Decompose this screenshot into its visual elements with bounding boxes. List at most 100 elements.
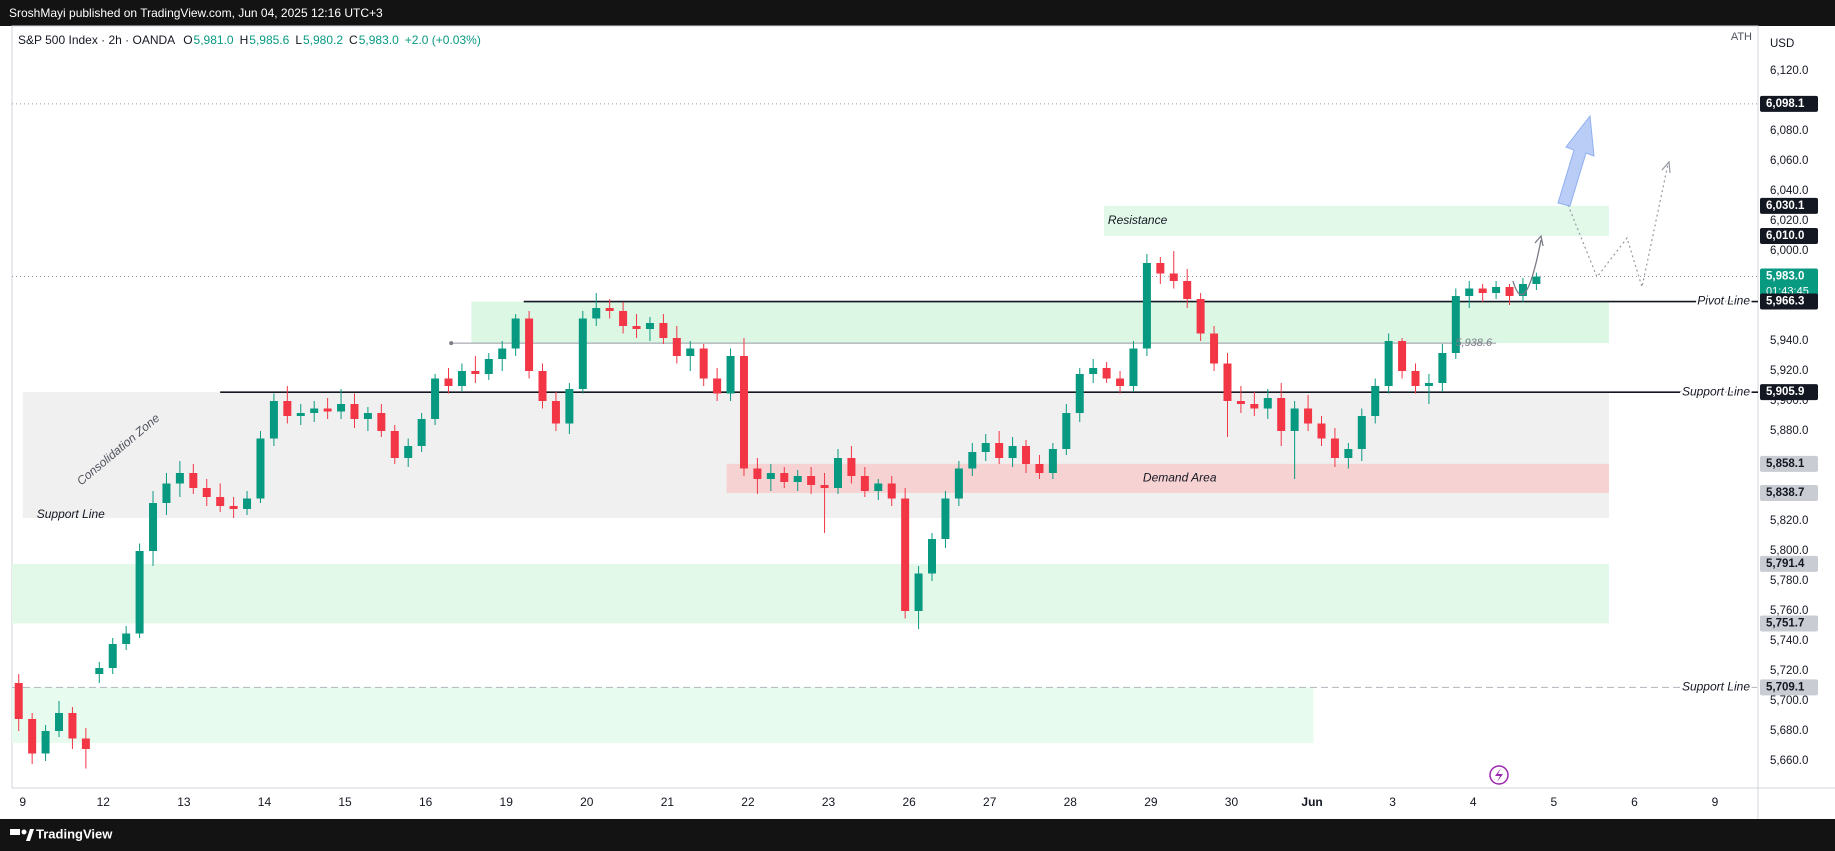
price-mark-label: 6,098.1 <box>1766 98 1805 110</box>
candle-body <box>901 498 910 611</box>
candle-body <box>1035 464 1044 473</box>
candle-body <box>699 348 708 379</box>
candle-body <box>431 378 440 419</box>
price-mark-label: 6,030.1 <box>1766 200 1805 212</box>
candle-body <box>457 371 466 386</box>
zone-note: Support Line <box>37 507 105 521</box>
candle-body <box>1048 449 1057 473</box>
projection-arrow <box>1512 239 1542 296</box>
candle-body <box>511 318 520 349</box>
ohlc-value: 5,983.0 <box>359 33 399 47</box>
price-mark <box>1760 484 1818 501</box>
candle-body <box>337 404 346 412</box>
zone <box>726 463 1609 493</box>
symbol: S&P 500 Index · 2h · OANDA <box>18 33 175 47</box>
price-mark <box>1760 197 1818 214</box>
x-tick-label: Jun <box>1301 795 1322 809</box>
candle-body <box>1384 341 1393 386</box>
y-tick-label: 6,060.0 <box>1770 155 1808 167</box>
price-mark <box>1760 95 1818 112</box>
zone <box>471 301 1609 344</box>
alert-bolt <box>1495 768 1503 782</box>
currency: USD <box>1770 38 1794 50</box>
x-tick-label: 5 <box>1550 795 1557 809</box>
candle-body <box>363 413 372 419</box>
candle-body <box>1129 348 1138 386</box>
zone <box>12 563 1609 624</box>
line-label: Pivot Line <box>1697 294 1750 308</box>
y-tick-label: 6,020.0 <box>1770 215 1808 227</box>
x-tick-label: 9 <box>1712 795 1719 809</box>
x-tick-label: 29 <box>1144 795 1158 809</box>
candle-body <box>1008 446 1017 458</box>
x-tick-label: 4 <box>1470 795 1477 809</box>
candle-body <box>1142 263 1151 349</box>
price-mark-label: 5,709.1 <box>1766 681 1805 693</box>
x-tick-label: 22 <box>741 795 755 809</box>
candle-body <box>175 473 184 484</box>
candle-body <box>565 389 574 424</box>
candle-body <box>954 468 963 499</box>
candle-body <box>645 323 654 329</box>
y-tick-label: 5,660.0 <box>1770 755 1808 767</box>
candle-body <box>672 338 681 356</box>
x-tick-label: 6 <box>1631 795 1638 809</box>
candle-body <box>726 356 735 394</box>
line-label: 5,938.6 <box>1455 337 1493 349</box>
candle-body <box>1236 401 1245 404</box>
candle-body <box>874 483 883 491</box>
y-tick-label: 5,800.0 <box>1770 545 1808 557</box>
x-tick-label: 28 <box>1064 795 1078 809</box>
candle-body <box>1075 374 1084 413</box>
x-tick-label: 20 <box>580 795 594 809</box>
candle-body <box>484 359 493 374</box>
ohlc-key: H <box>240 33 249 47</box>
candle-body <box>350 404 359 419</box>
candle-body <box>995 443 1004 458</box>
candle-body <box>95 668 104 674</box>
ohlc-key: L <box>295 33 302 47</box>
candle-body <box>1371 386 1380 416</box>
candle-body <box>1478 288 1487 293</box>
y-tick-label: 6,040.0 <box>1770 185 1808 197</box>
candle-body <box>1532 276 1541 284</box>
price-mark-label: 5,966.3 <box>1766 296 1804 308</box>
ohlc-key: C <box>349 33 358 47</box>
candle-body <box>1169 273 1178 281</box>
candle-body <box>713 378 722 394</box>
candle-body <box>632 326 641 329</box>
candle-body <box>55 713 64 731</box>
candle-body <box>686 348 695 356</box>
ohlc-value: 5,980.2 <box>303 33 343 47</box>
candle-body <box>1451 296 1460 353</box>
x-tick-label: 15 <box>338 795 352 809</box>
candle-body <box>149 503 158 551</box>
line-anchor <box>449 341 454 346</box>
y-tick-label: 5,680.0 <box>1770 725 1808 737</box>
candle-body <box>1290 408 1299 431</box>
candle-body <box>1250 404 1259 409</box>
x-tick-label: 13 <box>177 795 191 809</box>
candle-body <box>968 452 977 469</box>
candle-body <box>860 476 869 491</box>
y-tick-label: 5,940.0 <box>1770 335 1808 347</box>
price-mark-label: 5,858.1 <box>1766 458 1805 470</box>
ohlc-value: 5,985.6 <box>249 33 289 47</box>
zone <box>1103 205 1609 236</box>
ath-label: ATH <box>1731 31 1752 43</box>
candle-body <box>605 308 614 311</box>
publisher: SroshMayi published on TradingView.com, … <box>9 6 383 20</box>
candle-body <box>1304 408 1313 424</box>
arrow-head <box>1534 234 1544 247</box>
candle-body <box>162 483 171 503</box>
y-tick-label: 6,080.0 <box>1770 125 1808 137</box>
y-tick-label: 5,880.0 <box>1770 425 1808 437</box>
price-mark-label: 5,983.0 <box>1766 271 1804 283</box>
candle-body <box>538 371 547 401</box>
price-mark-label: 5,751.7 <box>1766 617 1804 629</box>
line-label: Support Line <box>1682 680 1750 694</box>
ohlc-key: O <box>183 33 192 47</box>
candle-body <box>659 323 668 338</box>
candle-body <box>135 551 144 634</box>
